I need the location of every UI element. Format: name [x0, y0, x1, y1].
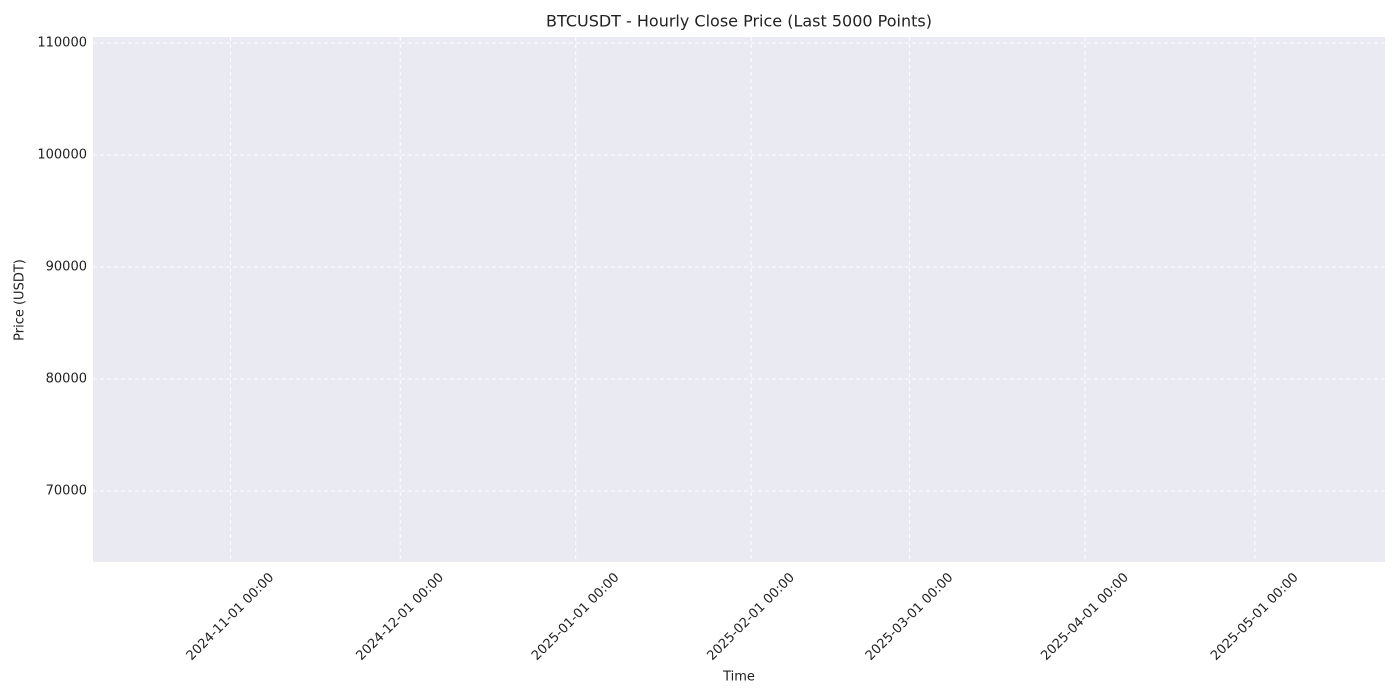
y-tick-label: 70000	[46, 483, 87, 498]
chart-title: BTCUSDT - Hourly Close Price (Last 5000 …	[546, 12, 932, 31]
y-tick-label: 90000	[46, 260, 87, 275]
x-tick-label: 2025-05-01 00:00	[1208, 570, 1301, 663]
x-tick-label: 2024-12-01 00:00	[354, 570, 447, 663]
y-tick-label: 80000	[46, 372, 87, 387]
y-tick-label: 110000	[37, 36, 87, 51]
plot-area	[93, 37, 1385, 562]
x-tick-label: 2024-11-01 00:00	[184, 570, 277, 663]
x-tick-label: 2025-02-01 00:00	[704, 570, 797, 663]
x-tick-label: 2025-01-01 00:00	[529, 570, 622, 663]
x-axis-label: Time	[722, 670, 755, 685]
y-tick-label: 100000	[37, 148, 87, 163]
x-tick-label: 2025-03-01 00:00	[863, 570, 956, 663]
x-tick-label: 2025-04-01 00:00	[1038, 570, 1131, 663]
y-axis-label: Price (USDT)	[13, 259, 28, 341]
